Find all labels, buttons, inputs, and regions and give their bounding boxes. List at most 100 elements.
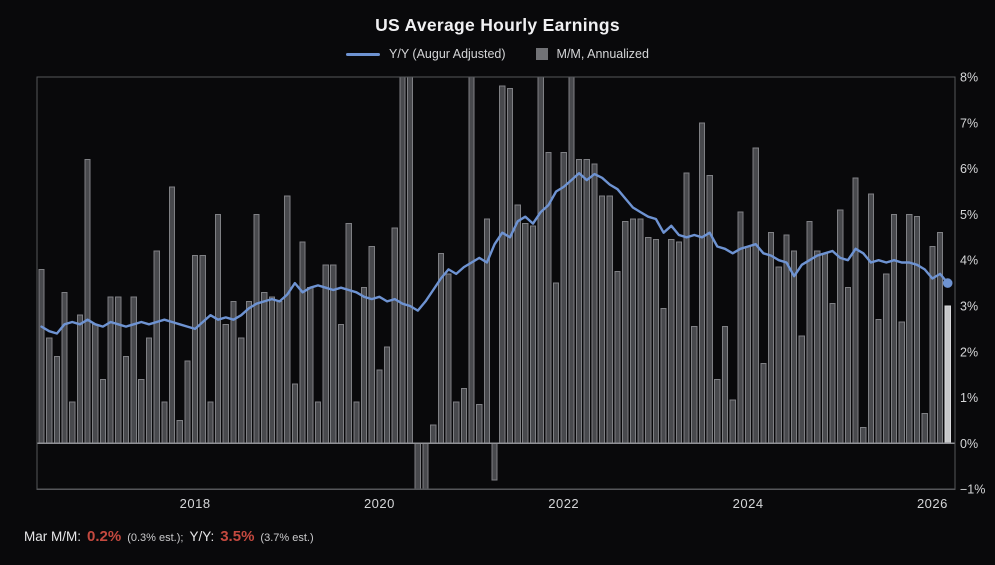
bar (291, 383, 299, 444)
bar (729, 399, 736, 444)
bar (499, 85, 506, 444)
bar (691, 326, 698, 444)
legend-label-yy: Y/Y (Augur Adjusted) (389, 47, 506, 61)
bar (514, 204, 521, 444)
bar (99, 378, 107, 444)
bar (430, 424, 437, 444)
bar (806, 220, 813, 444)
plot-frame (36, 76, 956, 490)
bar (445, 273, 452, 444)
bar (714, 378, 721, 444)
bar (844, 287, 851, 444)
bar (560, 152, 567, 444)
bar (837, 209, 844, 444)
bar (38, 268, 45, 444)
bar (744, 245, 752, 444)
bar (622, 220, 629, 444)
bar (69, 401, 76, 444)
bar (668, 239, 675, 444)
y-axis-label: 0% (960, 437, 978, 451)
bar (860, 426, 867, 444)
bar (84, 158, 91, 444)
bar (46, 337, 53, 444)
bar (936, 232, 944, 444)
bar (391, 227, 398, 444)
bar (453, 401, 460, 444)
bar (245, 300, 252, 444)
bar (92, 323, 99, 444)
bar (353, 401, 360, 444)
x-axis-label: 2022 (548, 496, 579, 511)
bar (529, 225, 537, 444)
bar (261, 291, 268, 444)
bar (384, 346, 391, 444)
bar (752, 147, 759, 444)
bar (760, 362, 767, 444)
bar (53, 355, 60, 444)
bar (829, 303, 836, 444)
legend-item-yy: Y/Y (Augur Adjusted) (346, 47, 506, 61)
bar (890, 213, 898, 444)
bar (337, 323, 345, 444)
bar-current-month (944, 305, 951, 444)
bar (568, 76, 575, 444)
bar (737, 211, 744, 444)
footnote-mm-estimate: (0.3% est.); (127, 532, 184, 544)
bar (192, 255, 199, 444)
x-axis-label: 2026 (917, 496, 948, 511)
y-axis-label: 6% (960, 162, 978, 176)
bar (652, 239, 659, 444)
legend: Y/Y (Augur Adjusted) M/M, Annualized (0, 47, 995, 61)
bar (215, 213, 222, 444)
bar (299, 241, 306, 444)
bar (898, 321, 905, 444)
y-axis-label: 7% (960, 116, 978, 130)
bar (407, 76, 414, 444)
bar (145, 337, 153, 444)
y-axis-label: 2% (960, 345, 978, 359)
bar (268, 296, 275, 444)
footnote: Mar M/M: 0.2% (0.3% est.); Y/Y: 3.5% (3.… (24, 528, 320, 545)
bar (875, 319, 882, 444)
bar (376, 369, 383, 444)
bar (883, 273, 890, 444)
bar (522, 223, 529, 444)
y-axis-label: 3% (960, 300, 978, 314)
bar (476, 403, 483, 444)
y-axis-label: −1% (960, 483, 985, 497)
bar (130, 296, 137, 444)
bar (76, 314, 84, 444)
bar (61, 291, 68, 444)
bar (545, 152, 552, 444)
footnote-yy-estimate: (3.7% est.) (260, 532, 314, 544)
bar (230, 300, 237, 444)
bar (238, 337, 245, 444)
bar (583, 158, 590, 444)
footnote-yy-value: 3.5% (220, 528, 255, 545)
x-axis-label: 2024 (733, 496, 764, 511)
bar (906, 213, 913, 444)
bar (606, 195, 613, 444)
bar (706, 174, 713, 444)
yy-line (40, 171, 949, 335)
bar (360, 287, 368, 444)
bar (399, 76, 406, 444)
bar (921, 413, 928, 444)
bar (253, 213, 260, 444)
x-axis-label: 2018 (180, 496, 211, 511)
footnote-mm-label: Mar M/M: (24, 529, 81, 544)
bar (107, 296, 114, 444)
bar (506, 87, 514, 444)
bar (721, 326, 729, 444)
bar (184, 360, 191, 444)
bar (345, 223, 352, 444)
bar (591, 163, 598, 444)
bar (637, 218, 644, 444)
bar (576, 158, 583, 444)
bar (913, 216, 921, 444)
bar (645, 236, 652, 444)
bar (791, 250, 798, 444)
footnote-yy-label: Y/Y: (189, 529, 215, 544)
bar (222, 323, 229, 444)
